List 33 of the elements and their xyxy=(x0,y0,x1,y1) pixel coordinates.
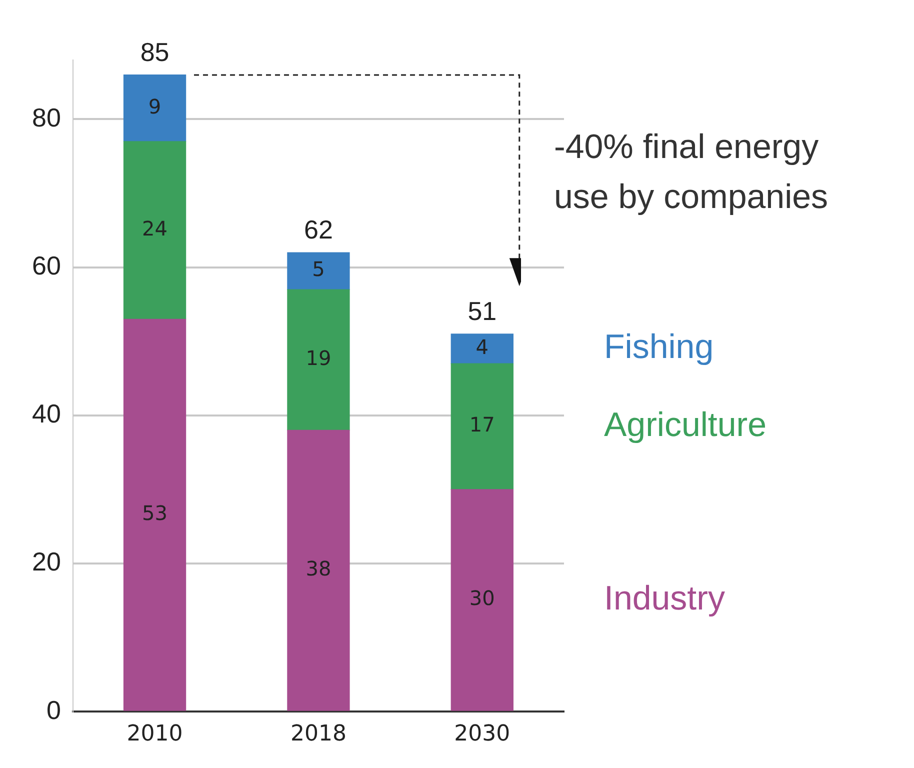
bar xyxy=(123,141,186,320)
bar xyxy=(123,318,186,711)
data-label: 53 xyxy=(142,501,168,526)
y-tick-label: 80 xyxy=(32,102,61,132)
data-label: 19 xyxy=(306,346,332,370)
total-label: 85 xyxy=(140,36,170,67)
total-label: 62 xyxy=(304,214,333,245)
text: Fishing xyxy=(604,328,714,366)
x-tick-label: 2018 xyxy=(290,722,346,747)
data-label: 9 xyxy=(148,94,162,118)
y-tick-label: 60 xyxy=(32,250,61,280)
bar xyxy=(450,334,514,364)
y-tick-label: 20 xyxy=(32,546,61,577)
bar xyxy=(287,289,350,431)
y-tick-label: 0 xyxy=(46,694,61,725)
text: Industry xyxy=(604,579,725,618)
data-label: 17 xyxy=(469,412,495,437)
bar xyxy=(287,252,350,290)
text: Agriculture xyxy=(604,406,767,444)
total-label: 51 xyxy=(468,296,497,326)
data-label: 4 xyxy=(476,334,489,359)
bar xyxy=(450,489,514,711)
data-label: 38 xyxy=(306,556,332,581)
x-tick-label: 2030 xyxy=(454,722,510,747)
data-label: 24 xyxy=(142,216,168,241)
data-label: 5 xyxy=(312,257,325,282)
bar xyxy=(123,74,186,142)
annotation: -40% final energy use by companies xyxy=(554,128,828,216)
y-tick-label: 40 xyxy=(32,398,61,429)
bar xyxy=(450,363,514,490)
x-tick-label: 2010 xyxy=(126,722,183,747)
data-label: 30 xyxy=(469,586,495,610)
bar xyxy=(287,430,350,711)
